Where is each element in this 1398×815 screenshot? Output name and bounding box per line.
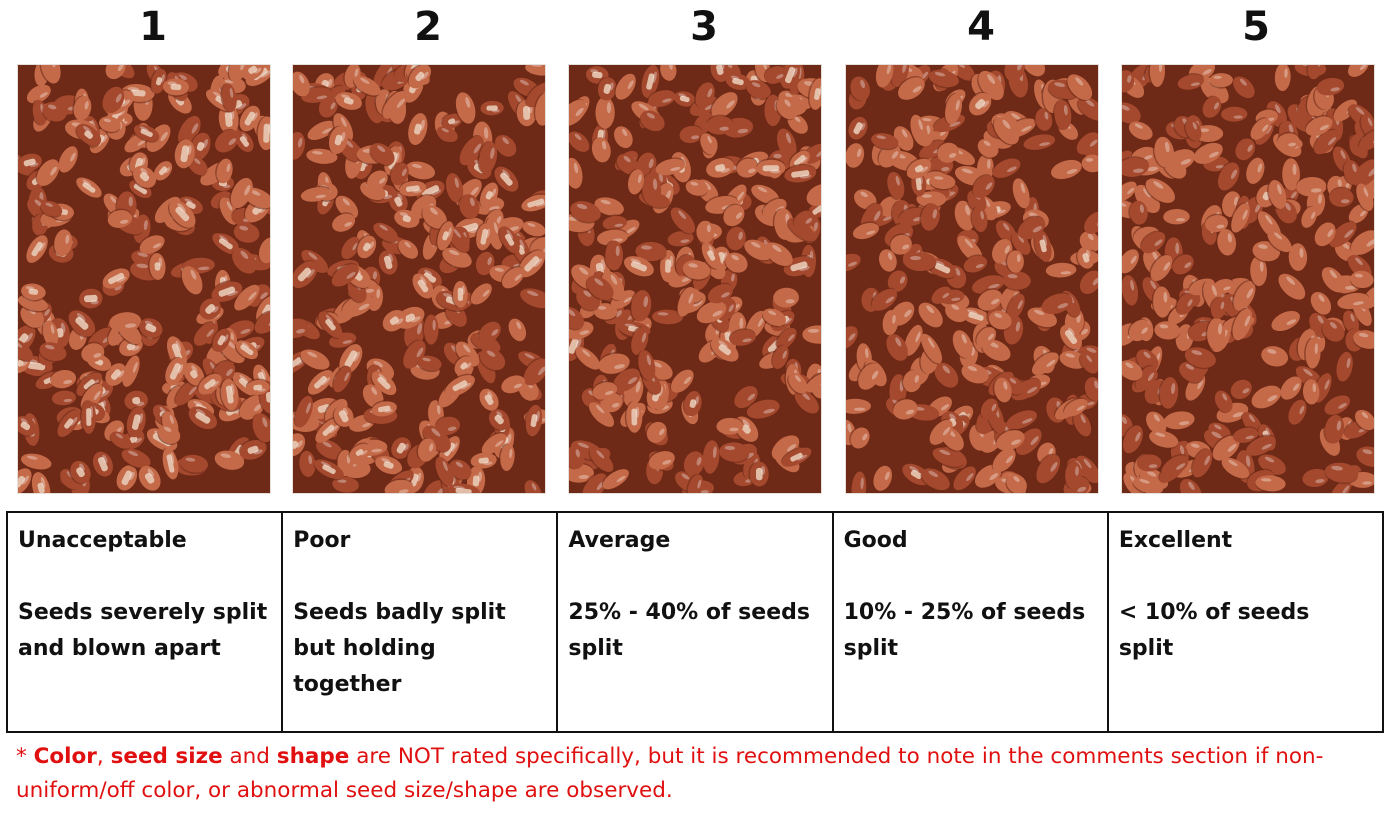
rating-description: Seeds badly split but holding together (293, 600, 506, 697)
footnote-asterisk: * (16, 744, 34, 769)
rating-description: 10% - 25% of seeds split (843, 600, 1086, 661)
bean-photo-2 (292, 64, 546, 494)
score-3: 3 (690, 4, 718, 50)
rating-cell-3: Average 25% - 40% of seeds split (558, 513, 834, 731)
bean-photo-1 (17, 64, 271, 494)
rating-cell-4: Good 10% - 25% of seeds split (834, 513, 1109, 731)
bean-photos-row (0, 64, 1398, 496)
footnote: * Color, seed size and shape are NOT rat… (16, 740, 1388, 808)
footnote-separator: , (96, 744, 111, 769)
rating-description: < 10% of seeds split (1118, 600, 1310, 661)
bean-photo-4 (845, 64, 1099, 494)
rating-label: Good (843, 528, 908, 553)
footnote-text: are NOT rated specifically, but it is re… (16, 744, 1324, 803)
rating-cell-2: Poor Seeds badly split but holding toget… (283, 513, 559, 731)
footnote-separator: and (222, 744, 277, 769)
bean-photo-5 (1121, 64, 1375, 494)
bean-photo-3 (568, 64, 822, 494)
rating-description: 25% - 40% of seeds split (568, 600, 810, 661)
rating-label: Poor (293, 528, 351, 553)
rating-cell-1: Unacceptable Seeds severely split and bl… (8, 513, 284, 731)
score-2: 2 (414, 4, 442, 50)
score-5: 5 (1242, 4, 1270, 50)
score-4: 4 (967, 4, 995, 50)
footnote-term-color: Color (33, 744, 97, 769)
rating-description: Seeds severely split and blown apart (18, 600, 268, 661)
score-1: 1 (139, 4, 167, 50)
footnote-term-shape: shape (276, 744, 350, 769)
rating-label: Average (568, 528, 671, 553)
score-row: 1 2 3 4 5 (0, 0, 1398, 62)
footnote-term-seed-size: seed size (110, 744, 223, 769)
rating-cell-5: Excellent < 10% of seeds split (1109, 513, 1382, 731)
rating-label: Excellent (1118, 528, 1233, 553)
rating-label: Unacceptable (18, 528, 187, 553)
rating-table: Unacceptable Seeds severely split and bl… (6, 511, 1384, 733)
